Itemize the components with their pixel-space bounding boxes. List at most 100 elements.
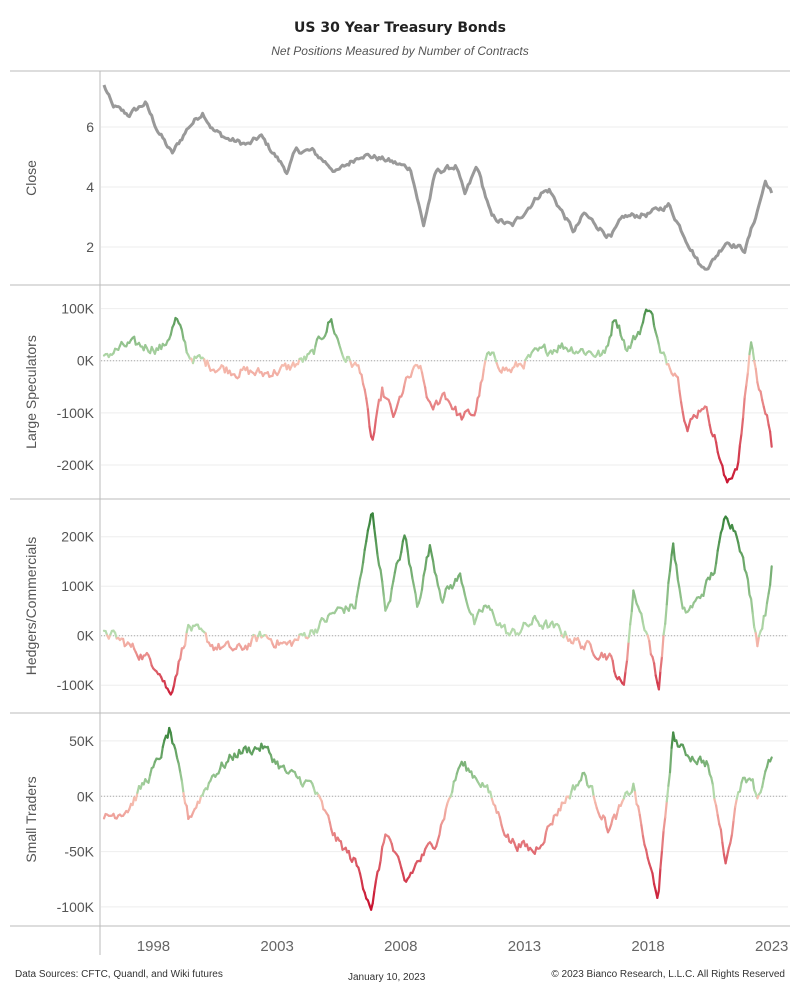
series-segment — [177, 762, 182, 774]
series-segment — [678, 389, 683, 404]
series-segment — [406, 549, 411, 565]
series-segment — [579, 772, 584, 782]
series-segment — [438, 823, 443, 836]
series-segment — [638, 813, 643, 827]
series-segment — [675, 563, 680, 582]
series-segment — [432, 559, 436, 574]
series-segment — [611, 659, 616, 673]
series-segment — [451, 780, 455, 793]
series-segment — [660, 633, 665, 658]
series-line-close — [102, 84, 774, 271]
series-segment — [761, 614, 765, 630]
series-segment — [420, 574, 425, 591]
x-tick-label: 2013 — [508, 938, 541, 955]
series-segment — [382, 594, 387, 612]
series-segment — [641, 622, 646, 632]
series-segment — [172, 675, 177, 687]
series-segment — [543, 343, 548, 353]
series-segment — [179, 647, 183, 660]
series-segment — [419, 588, 424, 599]
series-segment — [363, 539, 368, 552]
series-segment — [317, 620, 322, 630]
series-segment — [721, 464, 726, 476]
series-segment — [368, 425, 373, 438]
series-segment — [749, 341, 754, 351]
series-segment — [428, 544, 433, 555]
series-segment — [711, 783, 716, 801]
series-segment — [393, 562, 398, 574]
series-segment — [616, 804, 621, 814]
series-segment — [603, 816, 608, 829]
series-segment — [632, 782, 637, 794]
series-segment — [543, 831, 548, 844]
series-segment — [652, 882, 657, 892]
series-segment — [735, 460, 740, 471]
series-segment — [371, 430, 376, 441]
series-segment — [651, 313, 656, 328]
series-segment — [169, 731, 174, 745]
series-segment — [676, 578, 681, 590]
series-segment — [743, 384, 748, 399]
series-segment — [672, 542, 676, 561]
y-tick-label: -100K — [57, 677, 95, 693]
series-segment — [737, 541, 742, 553]
series-segment — [622, 670, 627, 686]
series-segment — [559, 801, 564, 812]
series-segment — [373, 418, 377, 434]
series-segment — [741, 396, 746, 419]
series-segment — [419, 364, 424, 374]
series-segment — [398, 550, 403, 561]
series-segment — [354, 595, 358, 610]
series-segment — [714, 549, 719, 565]
series-segment — [373, 527, 377, 543]
series-segment — [648, 640, 653, 656]
x-tick-label: 2018 — [631, 938, 664, 955]
series-segment — [424, 556, 428, 571]
y-tick-label: -50K — [64, 844, 94, 860]
y-tick-label: 100K — [61, 578, 94, 594]
series-segment — [756, 635, 761, 648]
panel-small_traders: 50K 0K -50K -100K Small Traders — [10, 712, 790, 926]
series-segment — [614, 810, 619, 821]
chart-title: US 30 Year Treasury Bonds — [294, 20, 506, 36]
series-segment — [365, 397, 369, 411]
series-segment — [765, 414, 770, 426]
series-segment — [710, 776, 715, 787]
series-segment — [706, 764, 711, 776]
series-segment — [184, 631, 188, 647]
series-segment — [419, 853, 424, 863]
series-segment — [657, 669, 662, 691]
series-segment — [730, 818, 735, 836]
series-segment — [377, 859, 382, 871]
series-segment — [360, 561, 365, 574]
series-segment — [740, 416, 745, 435]
series-segment — [719, 828, 724, 844]
series-segment — [238, 368, 242, 378]
series-segment — [768, 756, 773, 763]
series-segment — [366, 522, 371, 532]
series-segment — [176, 660, 180, 676]
series-segment — [721, 518, 726, 530]
series-segment — [462, 586, 466, 597]
series-segment — [147, 773, 152, 784]
series-segment — [443, 587, 447, 598]
series-segment — [590, 785, 595, 798]
series-segment — [633, 595, 638, 605]
series-segment — [767, 583, 772, 595]
panel-hedgers_commercials: 200K 100K 0K -100K Hedgers/Commercials — [10, 498, 790, 713]
series-segment — [584, 774, 589, 787]
series-segment — [371, 890, 376, 905]
series-segment — [625, 640, 630, 662]
series-segment — [298, 776, 303, 785]
series-segment — [737, 444, 742, 464]
series-segment — [390, 580, 395, 590]
series-segment — [667, 771, 672, 787]
series-segment — [668, 746, 673, 774]
series-segment — [746, 578, 751, 596]
series-segment — [678, 587, 683, 601]
series-segment — [430, 552, 435, 563]
series-segment — [738, 432, 743, 447]
series-segment — [637, 805, 641, 817]
series-segment — [489, 790, 493, 801]
series-segment — [714, 441, 719, 454]
